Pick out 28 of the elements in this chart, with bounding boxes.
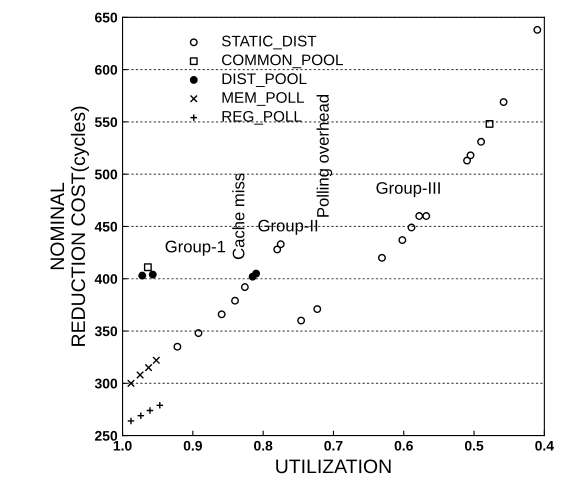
- annotation: Cache miss: [232, 173, 244, 260]
- x-tick-label: 0.4: [535, 440, 554, 451]
- y-tick-label: 500: [94, 170, 118, 180]
- x-tick-label: 0.5: [464, 440, 484, 451]
- legend-label: MEM_POLL: [222, 92, 304, 106]
- x-tick-label: 0.7: [324, 440, 342, 451]
- annotation: Group-II: [258, 220, 318, 235]
- y-tick-label: 300: [94, 378, 118, 389]
- legend-label: COMMON_POOL: [222, 54, 343, 68]
- y-tick-label: 350: [94, 326, 118, 336]
- x-tick-label: 1.0: [114, 440, 132, 451]
- annotation: Group-1: [166, 240, 226, 256]
- legend-label: STATIC_DIST: [222, 36, 316, 50]
- y-tick-label: 450: [94, 222, 118, 232]
- y-axis-title: NOMINAL REDUCTION COST(cycles): [50, 106, 89, 346]
- y-tick-label: 250: [95, 430, 118, 441]
- x-axis-title: UTILIZATION: [276, 459, 391, 474]
- y-tick-label: 400: [94, 274, 118, 284]
- y-tick-label: 600: [95, 64, 118, 75]
- x-tick-label: 0.8: [254, 440, 272, 451]
- annotation: Group-III: [376, 182, 440, 198]
- annotation: Polling overhead: [316, 95, 332, 217]
- x-tick-label: 0.9: [184, 440, 202, 451]
- legend-label: DIST_POOL: [222, 73, 306, 88]
- y-tick-label: 550: [94, 117, 118, 128]
- x-tick-label: 0.6: [394, 440, 413, 451]
- y-tick-label: 650: [95, 12, 118, 22]
- legend-label: REG_POLL: [222, 110, 302, 125]
